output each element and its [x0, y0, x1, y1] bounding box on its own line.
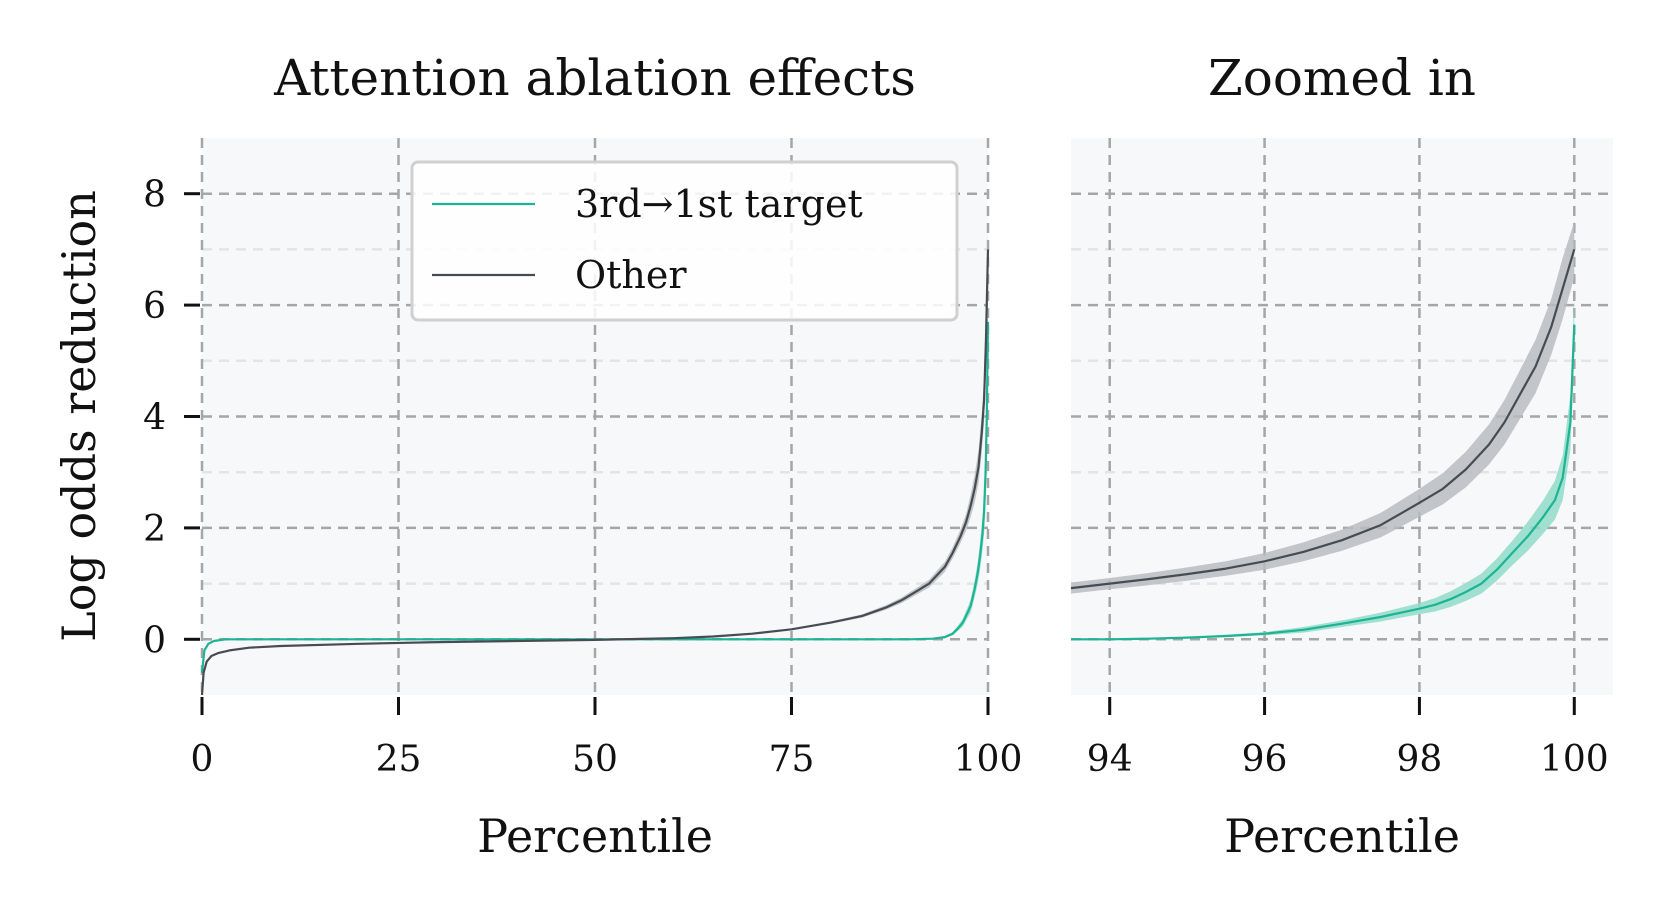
zoom-x-tick-label: 96 [1242, 739, 1288, 780]
main-panel: 0 25 50 75 100 0 2 4 6 8 Attention ablation effe… [52, 49, 1022, 863]
legend-label-target: 3rd→1st target [575, 182, 863, 226]
main-line-other [200, 249, 990, 696]
zoom-x-tick-label: 94 [1087, 739, 1133, 780]
zoom-x-tick-label: 100 [1540, 739, 1609, 780]
main-x-tick-label: 25 [376, 739, 422, 780]
zoom-panel: 94 96 98 100 Zoomed in Percentile [1070, 49, 1613, 863]
zoom-series-lines [1070, 249, 1576, 641]
main-x-ticks: 0 25 50 75 100 [191, 697, 1023, 780]
main-title: Attention ablation effects [273, 49, 916, 107]
main-y-axis-label: Log odds reduction [52, 190, 106, 642]
main-x-axis-label: Percentile [477, 809, 713, 863]
zoom-title: Zoomed in [1208, 49, 1476, 107]
main-y-tick-label: 6 [143, 286, 166, 327]
zoom-x-axis-label: Percentile [1224, 809, 1460, 863]
zoom-line-other [1070, 249, 1576, 590]
legend: 3rd→1st target Other [410, 160, 959, 322]
legend-label-other: Other [575, 253, 687, 297]
main-x-tick-label: 100 [954, 739, 1023, 780]
main-x-tick-label: 75 [769, 739, 815, 780]
main-y-ticks: 0 2 4 6 8 [143, 175, 200, 661]
legend-frame [410, 160, 959, 322]
main-y-tick-label: 2 [143, 509, 166, 550]
main-series-lines [200, 249, 990, 696]
main-x-tick-label: 50 [572, 739, 618, 780]
main-y-tick-label: 8 [143, 175, 166, 216]
zoom-line-target [1071, 324, 1576, 641]
zoom-x-ticks: 94 96 98 100 [1087, 697, 1609, 780]
main-x-tick-label: 0 [191, 739, 214, 780]
main-y-tick-label: 0 [143, 620, 166, 661]
zoom-grid [1071, 138, 1613, 695]
main-line-target [200, 321, 990, 673]
zoom-x-tick-label: 98 [1397, 739, 1443, 780]
main-y-tick-label: 4 [143, 398, 166, 439]
